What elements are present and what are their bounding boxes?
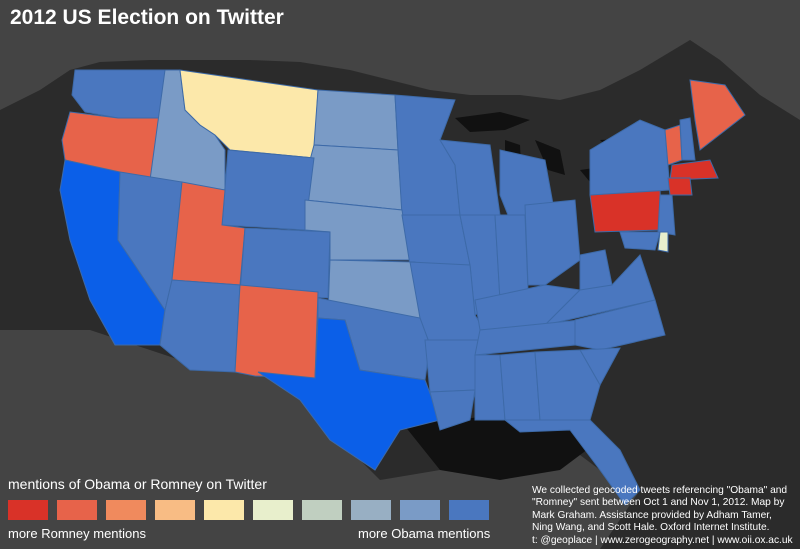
state-pa bbox=[589, 189, 663, 233]
state-ma bbox=[669, 159, 719, 181]
state-co bbox=[239, 227, 331, 299]
legend-swatch bbox=[351, 500, 391, 520]
state-nd bbox=[313, 89, 399, 151]
state-sd bbox=[304, 144, 403, 211]
legend-swatch bbox=[253, 500, 293, 520]
states-layer bbox=[59, 69, 746, 506]
state-de bbox=[657, 231, 669, 253]
state-wy bbox=[221, 149, 315, 231]
state-nh bbox=[679, 117, 696, 161]
state-ga bbox=[534, 349, 601, 421]
credits-line: "Romney" sent between Oct 1 and Nov 1, 2… bbox=[532, 497, 785, 509]
credits-line: Mark Graham. Assistance provided by Adha… bbox=[532, 509, 772, 521]
state-in bbox=[494, 214, 529, 301]
mexico-landmass bbox=[0, 330, 640, 549]
legend-swatches bbox=[8, 500, 489, 520]
state-al bbox=[499, 351, 541, 421]
legend-low-label: more Romney mentions bbox=[8, 526, 146, 541]
state-nj bbox=[657, 194, 676, 236]
credits-line: We collected geocoded tweets referencing… bbox=[532, 485, 788, 496]
state-ar bbox=[424, 339, 481, 393]
state-ny bbox=[589, 119, 671, 196]
legend-swatch bbox=[57, 500, 97, 520]
state-me bbox=[689, 79, 746, 151]
state-nc bbox=[574, 299, 666, 351]
legend-swatch bbox=[8, 500, 48, 520]
state-ia bbox=[401, 214, 471, 266]
credits-line: Ning Wang, and Scott Hale. Oxford Intern… bbox=[532, 522, 770, 534]
credits-text: We collected geocoded tweets referencing… bbox=[532, 485, 796, 547]
legend-swatch bbox=[302, 500, 342, 520]
state-oh bbox=[524, 199, 581, 286]
legend-title: mentions of Obama or Romney on Twitter bbox=[8, 476, 267, 492]
state-ct bbox=[667, 177, 693, 196]
legend-swatch bbox=[449, 500, 489, 520]
legend-swatch bbox=[204, 500, 244, 520]
state-nm bbox=[234, 284, 319, 379]
legend-swatch bbox=[106, 500, 146, 520]
legend-swatch bbox=[155, 500, 195, 520]
map-title: 2012 US Election on Twitter bbox=[10, 6, 284, 29]
canada-landmass bbox=[0, 0, 800, 120]
state-vt bbox=[664, 124, 683, 166]
state-fl bbox=[503, 419, 641, 506]
state-la bbox=[429, 389, 476, 431]
legend-swatch bbox=[400, 500, 440, 520]
credits-line: t: @geoplace | www.zerogeography.net | w… bbox=[532, 534, 793, 546]
legend-high-label: more Obama mentions bbox=[358, 526, 491, 541]
state-md bbox=[619, 231, 661, 251]
state-va bbox=[543, 254, 656, 326]
state-wa bbox=[71, 69, 166, 119]
